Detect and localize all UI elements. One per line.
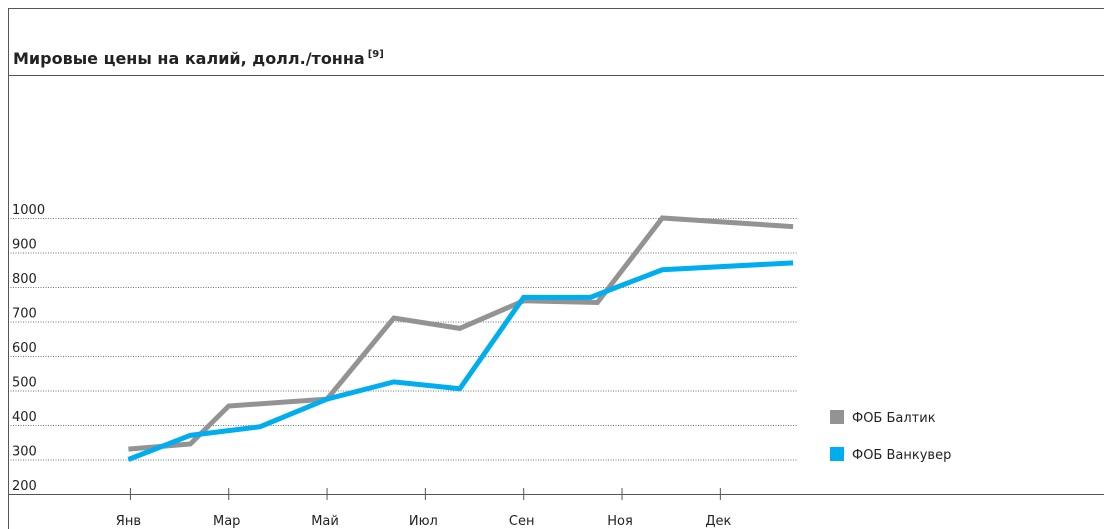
y-tick-label: 800 (12, 272, 37, 287)
x-tick-label: Ноя (607, 514, 633, 529)
x-tick-label: Мар (213, 514, 240, 529)
y-tick-label: 900 (12, 238, 37, 253)
legend-swatch (830, 410, 844, 424)
title-note: [9] (368, 49, 384, 60)
x-tick-label: Июл (409, 514, 438, 529)
y-tick-label: 1000 (12, 203, 45, 218)
x-tick-label: Дек (705, 514, 731, 529)
y-tick-label: 400 (12, 410, 37, 425)
chart-title: Мировые цены на калий, долл./тонна [9] (13, 49, 384, 68)
y-tick-label: 200 (12, 479, 37, 494)
y-tick-label: 600 (12, 341, 37, 356)
line (127, 260, 794, 462)
x-tick-label: Май (311, 514, 339, 529)
legend-swatch (830, 447, 844, 461)
x-tick-label: Сен (509, 514, 535, 529)
title-text: Мировые цены на калий, долл./тонна (13, 49, 365, 68)
y-tick-label: 300 (12, 445, 37, 460)
legend-label: ФОБ Балтик (852, 411, 936, 426)
y-tick-label: 500 (12, 376, 37, 391)
legend-label: ФОБ Ванкувер (852, 448, 951, 463)
x-tick-label: Янв (116, 514, 141, 529)
line (128, 215, 794, 452)
y-tick-label: 700 (12, 307, 37, 322)
